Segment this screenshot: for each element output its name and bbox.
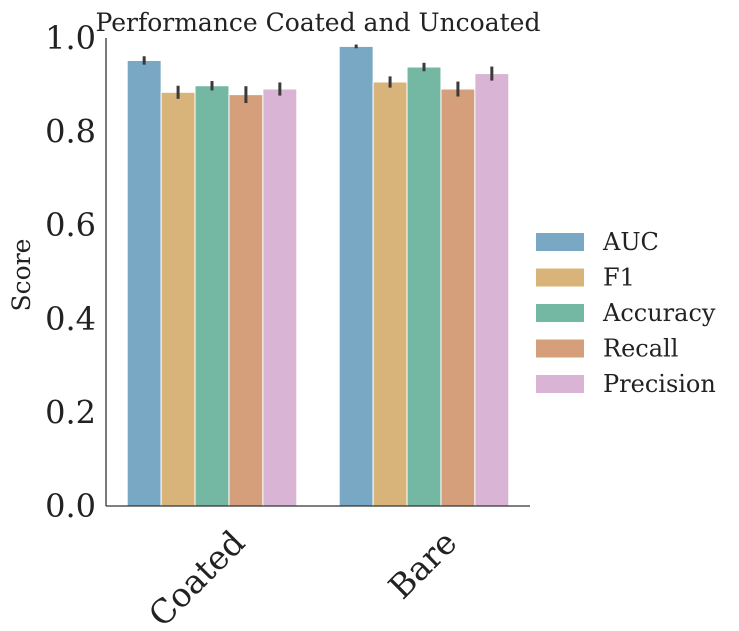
y-tick-label: 0.8 (45, 113, 96, 151)
x-tick-label-bare: Bare (381, 523, 465, 607)
legend: AUC F1 Accuracy Recall Precision (536, 228, 716, 398)
bar-recall-coated (228, 94, 264, 507)
y-tick-label: 0.4 (45, 300, 96, 338)
error-bars-group (142, 44, 494, 104)
legend-swatch-auc (536, 233, 584, 251)
bar-precision-coated (262, 88, 298, 507)
legend-label-auc: AUC (602, 228, 659, 256)
y-tick-label: 0.2 (45, 393, 96, 431)
bar-recall-bare (440, 88, 476, 507)
bar-accuracy-bare (406, 66, 442, 507)
legend-label-recall: Recall (603, 335, 678, 363)
y-axis-label: Score (7, 239, 36, 312)
x-tick-label-coated: Coated (141, 523, 253, 631)
legend-label-precision: Precision (603, 370, 716, 398)
bar-accuracy-coated (194, 85, 230, 507)
legend-swatch-f1 (536, 268, 584, 287)
legend-swatch-precision (536, 375, 584, 393)
legend-label-accuracy: Accuracy (602, 299, 716, 327)
chart-title: Performance Coated and Uncoated (96, 8, 541, 37)
bar-auc-bare (338, 45, 374, 507)
legend-swatch-accuracy (536, 304, 584, 322)
bars-group (126, 45, 510, 507)
legend-label-f1: F1 (603, 264, 635, 292)
bar-precision-bare (474, 73, 510, 507)
bar-auc-coated (126, 59, 162, 507)
bar-f1-bare (372, 81, 408, 507)
legend-swatch-recall (536, 339, 584, 358)
y-tick-label: 0.6 (45, 206, 96, 244)
y-tick-label: 0.0 (45, 487, 96, 525)
y-tick-label: 1.0 (45, 19, 96, 57)
bar-f1-coated (160, 91, 196, 507)
